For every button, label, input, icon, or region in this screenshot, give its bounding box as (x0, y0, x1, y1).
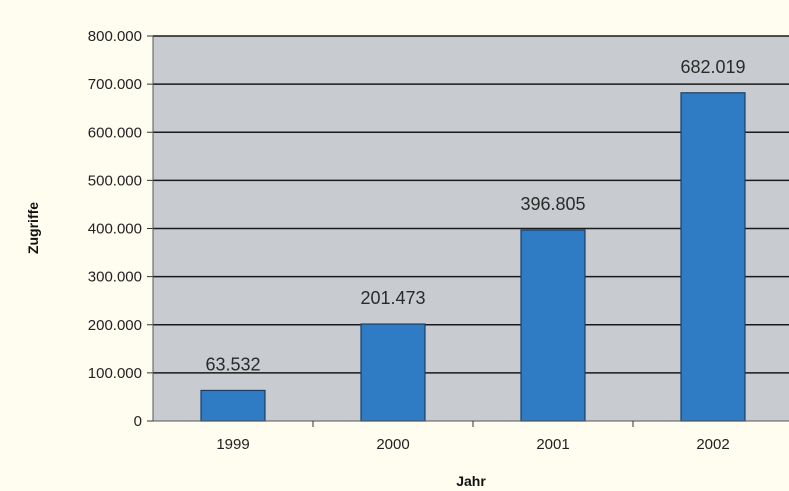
data-label: 201.473 (360, 288, 425, 308)
gridlines (153, 35, 789, 374)
data-label: 63.532 (205, 354, 260, 374)
x-tick-label: 2001 (536, 436, 569, 453)
y-tick-label: 600.000 (88, 124, 142, 141)
y-tick-label: 800.000 (88, 28, 142, 45)
y-tick-label: 400.000 (88, 221, 142, 238)
y-tick-label: 100.000 (88, 365, 142, 382)
x-tick-label: 2002 (696, 436, 729, 453)
y-tick-label: 300.000 (88, 269, 142, 286)
y-axis-title: Zugriffe (25, 202, 41, 254)
bar-2001 (520, 229, 586, 422)
x-tick-label: 2000 (376, 436, 409, 453)
bars (200, 92, 746, 422)
axes: 0 100.000 200.000 300.000 400.000 500.000 600.… (88, 28, 789, 453)
data-label: 396.805 (520, 194, 585, 214)
data-labels: 63.532 201.473 396.805 682.019 (205, 57, 745, 375)
data-label: 682.019 (680, 57, 745, 77)
x-axis-title: Jahr (456, 473, 486, 489)
bar-2000 (360, 323, 426, 422)
y-tick-label: 700.000 (88, 76, 142, 93)
y-tick-label: 200.000 (88, 317, 142, 334)
bar-2002 (680, 92, 746, 422)
x-tick-label: 1999 (216, 436, 249, 453)
y-tick-label: 0 (134, 413, 142, 430)
bar-1999 (200, 389, 266, 422)
y-tick-label: 500.000 (88, 172, 142, 189)
